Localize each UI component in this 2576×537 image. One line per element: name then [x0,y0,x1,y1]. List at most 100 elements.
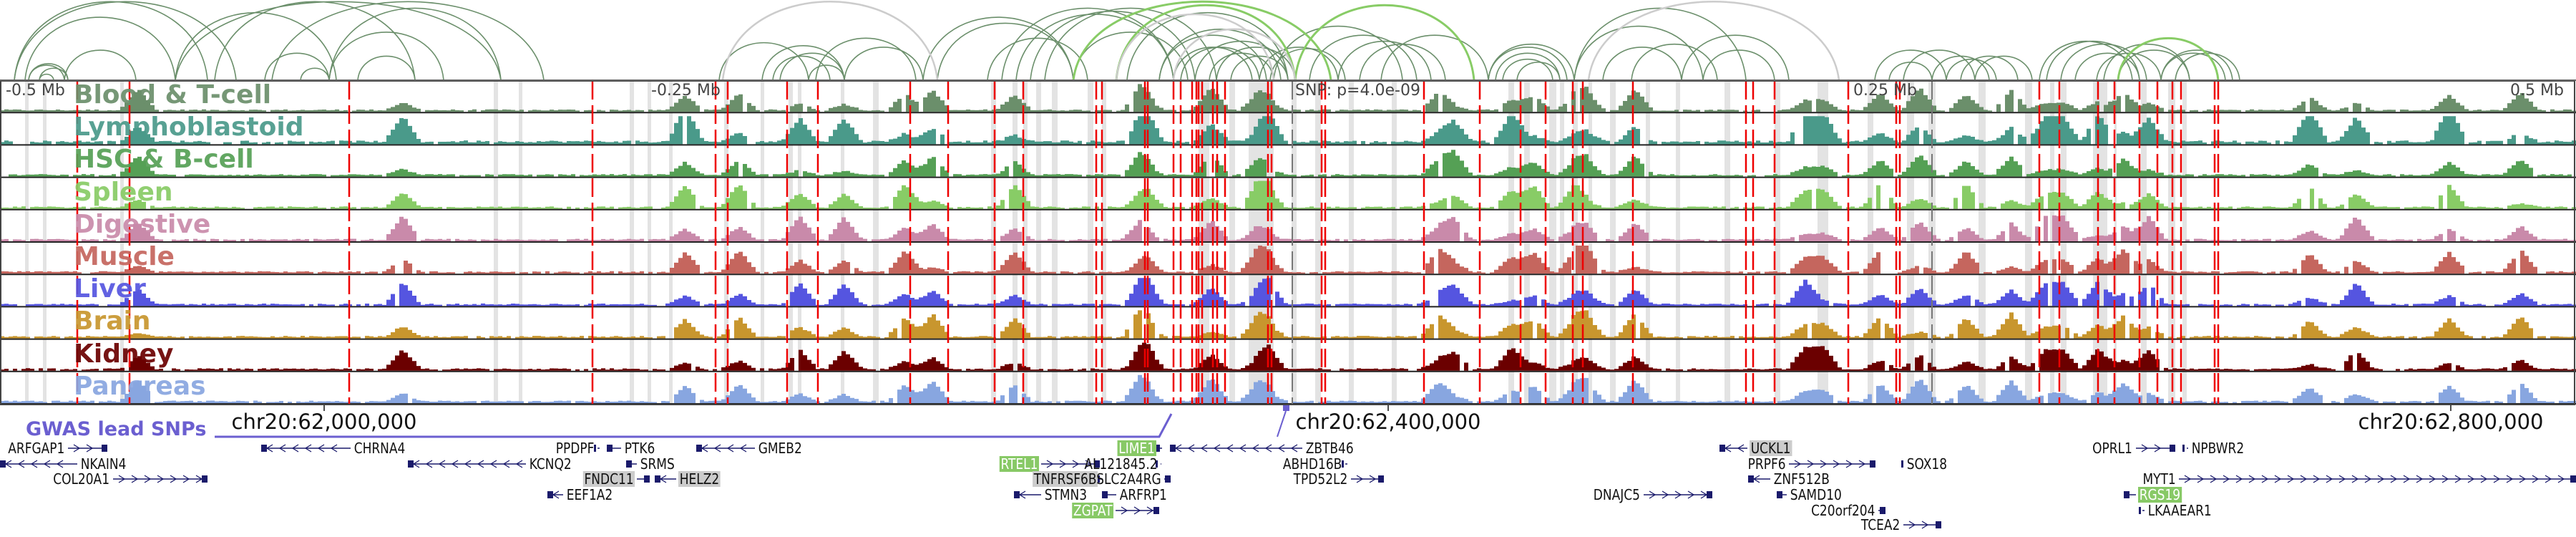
gene-stmn3[interactable] [1014,491,1041,498]
interaction-arc [29,65,64,80]
gene-label[interactable]: EEF1A2 [565,487,614,503]
gene-rgs19[interactable] [2124,491,2136,498]
ld-shade [630,81,634,405]
track-pancreas [0,375,2576,404]
gene-oprl1[interactable] [2136,445,2175,452]
gene-label[interactable]: AL121845.2 [1083,456,1158,472]
track-digestive [0,216,2576,242]
gene-label[interactable]: COL20A1 [52,471,111,487]
interaction-arc [1309,35,1417,80]
gene-label[interactable]: FNDC11 [583,471,635,487]
gene-label[interactable]: ZNF512B [1772,471,1831,487]
gene-label[interactable]: PRPF6 [1747,456,1787,472]
gene-sox18[interactable] [1901,460,1903,468]
gene-label[interactable]: PPDPF [555,440,595,456]
gene-label[interactable]: SLC2A4RG [1095,471,1162,487]
interaction-arc [809,65,844,80]
interaction-arc [64,50,136,80]
gene-label[interactable]: ABHD16B [1282,456,1343,472]
gene-label[interactable]: TPD52L2 [1292,471,1349,487]
gene-exon [202,475,208,483]
gene-exon [1880,507,1885,514]
gene-arfrp1[interactable] [1102,491,1116,498]
gene-exon [626,460,632,468]
gene-label[interactable]: ZGPAT [1072,503,1113,518]
gene-label[interactable]: SOX18 [1906,456,1948,472]
gene-exon [696,445,702,452]
gene-label[interactable]: MYT1 [2141,471,2177,487]
gene-label[interactable]: NPBWR2 [2190,440,2245,456]
gene-myt1[interactable] [2179,475,2576,483]
gene-tcea2[interactable] [1903,521,1941,528]
interaction-arc [1159,29,1281,80]
gene-srms[interactable] [626,460,637,468]
track-spleen [0,181,2576,210]
track-panel [0,81,2576,405]
gene-label[interactable]: ARFGAP1 [7,440,66,456]
gene-label[interactable]: ZBTB46 [1304,440,1355,456]
gene-dnajc5[interactable] [1644,491,1712,498]
gene-slc2a4rg[interactable] [1164,475,1171,483]
gene-exon [1378,475,1384,483]
gene-label[interactable]: SAMD10 [1789,487,1843,503]
ld-shade [1907,81,1914,405]
gene-col20a1[interactable] [113,475,208,483]
gene-label[interactable]: RGS19 [2138,487,2182,503]
gene-lkaaear1[interactable] [2139,507,2145,514]
gene-label[interactable]: SRMS [639,456,675,472]
gene-label[interactable]: PTK6 [623,440,656,456]
gene-samd10[interactable] [1777,491,1787,498]
gene-chrna4[interactable] [261,445,351,452]
gene-label[interactable]: CHRNA4 [353,440,406,456]
track-label: Digestive [74,212,210,238]
gene-label[interactable]: TNFRSF6B [1033,471,1098,487]
mb-label-0-25: 0.25 Mb [1853,82,1917,100]
ld-shade [1610,81,1616,405]
interaction-arc [1889,62,1932,80]
gene-gmeb2[interactable] [696,445,755,452]
gene-label[interactable]: DNAJC5 [1592,487,1641,503]
gene-eef1a2[interactable] [547,491,563,498]
gene-label[interactable]: TCEA2 [1860,517,1901,533]
gene-label[interactable]: LIME1 [1118,440,1156,456]
gene-kcnq2[interactable] [408,460,526,468]
signal-bars [0,216,2576,241]
gene-label[interactable]: HELZ2 [678,471,721,487]
gwas-snp-marker[interactable] [1283,405,1289,411]
gene-tpd52l2[interactable] [1351,475,1384,483]
gene-znf512b[interactable] [1748,475,1770,483]
gene-label[interactable]: GMEB2 [757,440,803,456]
track-hsc-b-cell [0,150,2576,177]
ld-shade [2182,81,2187,405]
gene-nkain4[interactable] [0,460,77,468]
gene-npbwr2[interactable] [2182,445,2188,452]
gene-label[interactable]: STMN3 [1043,487,1088,503]
gene-lime1[interactable] [1156,445,1162,452]
track-label: Blood & T-cell [74,82,271,108]
gene-helz2[interactable] [655,475,676,483]
interaction-arc [14,1,236,80]
gene-label[interactable]: OPRL1 [2092,440,2134,456]
gene-fndc11[interactable] [637,475,650,483]
gene-label[interactable]: RTEL1 [1000,456,1039,472]
gene-label[interactable]: NKAIN4 [79,456,127,472]
gene-uckl1[interactable] [1719,445,1747,452]
gene-ptk6[interactable] [607,445,621,452]
gene-exon [2170,445,2175,452]
gene-zgpat[interactable] [1116,507,1159,514]
ld-shade [1979,81,1986,405]
gene-arfgap1[interactable] [68,445,107,452]
gene-label[interactable]: KCNQ2 [528,456,572,472]
gene-c20orf204[interactable] [1878,507,1885,514]
gene-prpf6[interactable] [1789,460,1875,468]
track-kidney [0,343,2576,372]
gene-zbtb46[interactable] [1170,445,1302,452]
gene-label[interactable]: LKAAEAR1 [2147,503,2212,518]
ld-shade [1349,81,1354,405]
ld-shade [1013,81,1018,405]
interaction-arc [816,38,916,80]
gene-label[interactable]: ARFRP1 [1118,487,1169,503]
gene-label[interactable]: UCKL1 [1750,440,1792,456]
gene-exon [547,491,553,498]
gene-exon [2139,507,2141,514]
